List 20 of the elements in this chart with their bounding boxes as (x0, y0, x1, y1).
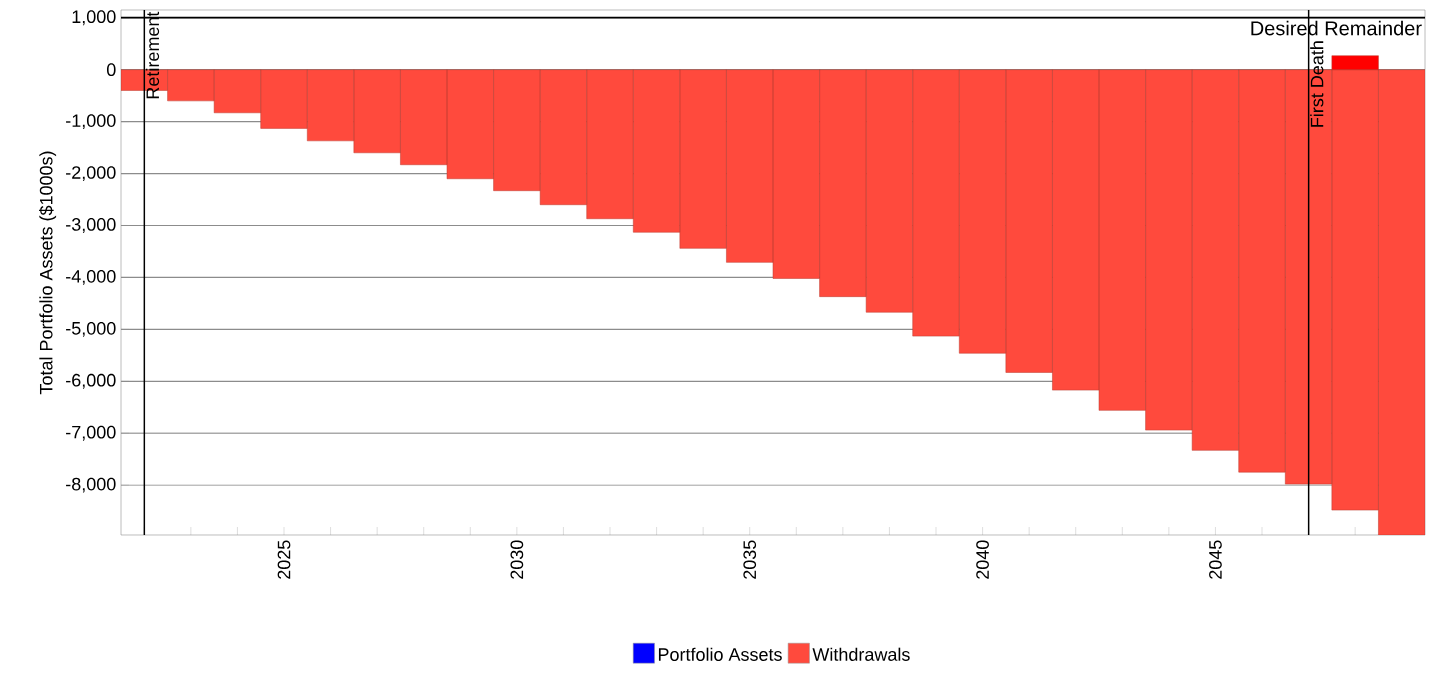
y-tick-label: 1,000 (72, 10, 116, 26)
legend-label: Portfolio Assets (658, 647, 782, 661)
x-tick-label: 2030 (510, 540, 524, 579)
y-tick-label: -3,000 (66, 218, 116, 233)
x-tick-label: 2025 (277, 540, 291, 579)
legend-label: Withdrawals (812, 647, 910, 661)
y-tick-label: -4,000 (66, 270, 116, 285)
y-tick-label: 0 (106, 63, 116, 77)
ref-line-label: First Death (1310, 41, 1324, 127)
y-axis-title: Total Portfolio Assets ($1000s) (39, 151, 57, 395)
x-tick-label: 2035 (743, 540, 757, 579)
x-tick-label: 2040 (976, 540, 989, 579)
y-tick-label: -1,000 (66, 114, 116, 130)
ref-line-label: Retirement (145, 11, 160, 99)
y-tick-label: -2,000 (66, 166, 116, 182)
x-tick-label: 2045 (1209, 540, 1222, 579)
y-tick-label: -8,000 (66, 477, 116, 493)
y-tick-label: -5,000 (66, 321, 116, 337)
y-tick-label: -7,000 (66, 425, 116, 441)
y-tick-label: -6,000 (66, 373, 116, 389)
